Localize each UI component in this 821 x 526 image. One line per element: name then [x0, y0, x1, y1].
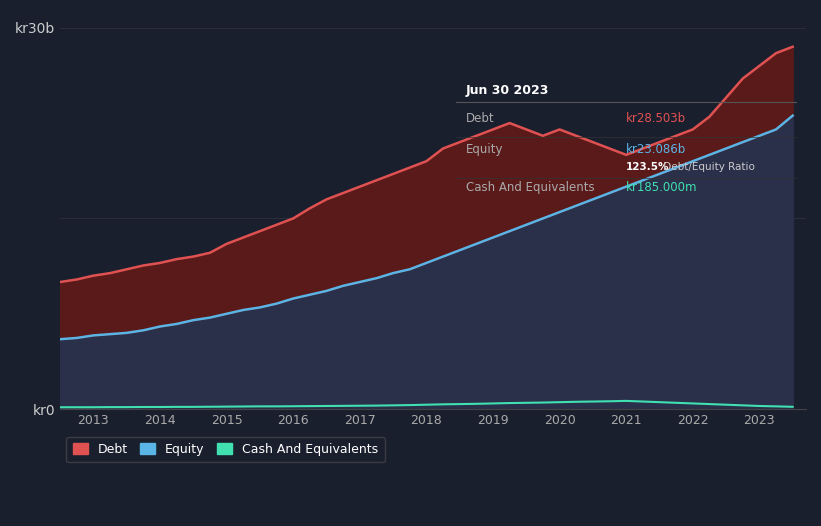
Text: kr28.503b: kr28.503b: [626, 113, 686, 125]
Text: Debt/Equity Ratio: Debt/Equity Ratio: [660, 162, 755, 172]
Legend: Debt, Equity, Cash And Equivalents: Debt, Equity, Cash And Equivalents: [67, 437, 384, 462]
Text: Cash And Equivalents: Cash And Equivalents: [466, 180, 594, 194]
Text: Jun 30 2023: Jun 30 2023: [466, 84, 549, 97]
Text: Equity: Equity: [466, 143, 503, 156]
Text: 123.5%: 123.5%: [626, 162, 669, 172]
Text: kr185.000m: kr185.000m: [626, 180, 698, 194]
Text: kr23.086b: kr23.086b: [626, 143, 686, 156]
Text: Debt: Debt: [466, 113, 494, 125]
